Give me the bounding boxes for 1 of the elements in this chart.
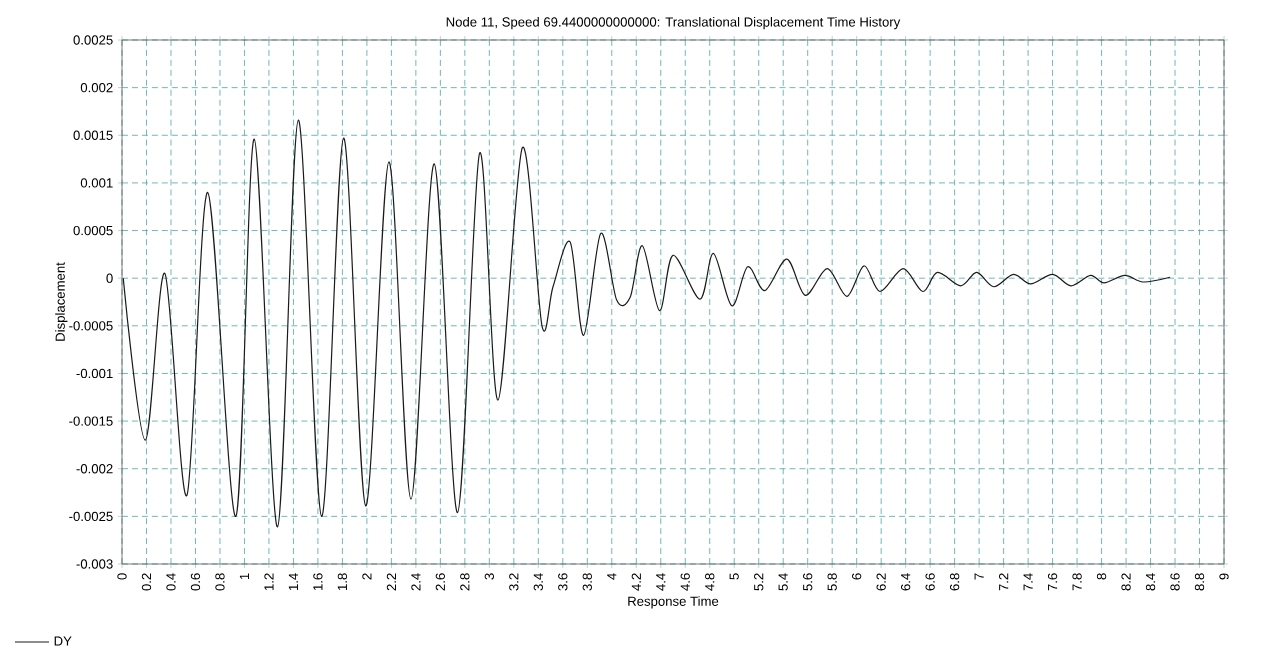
- line-series: [122, 119, 1171, 528]
